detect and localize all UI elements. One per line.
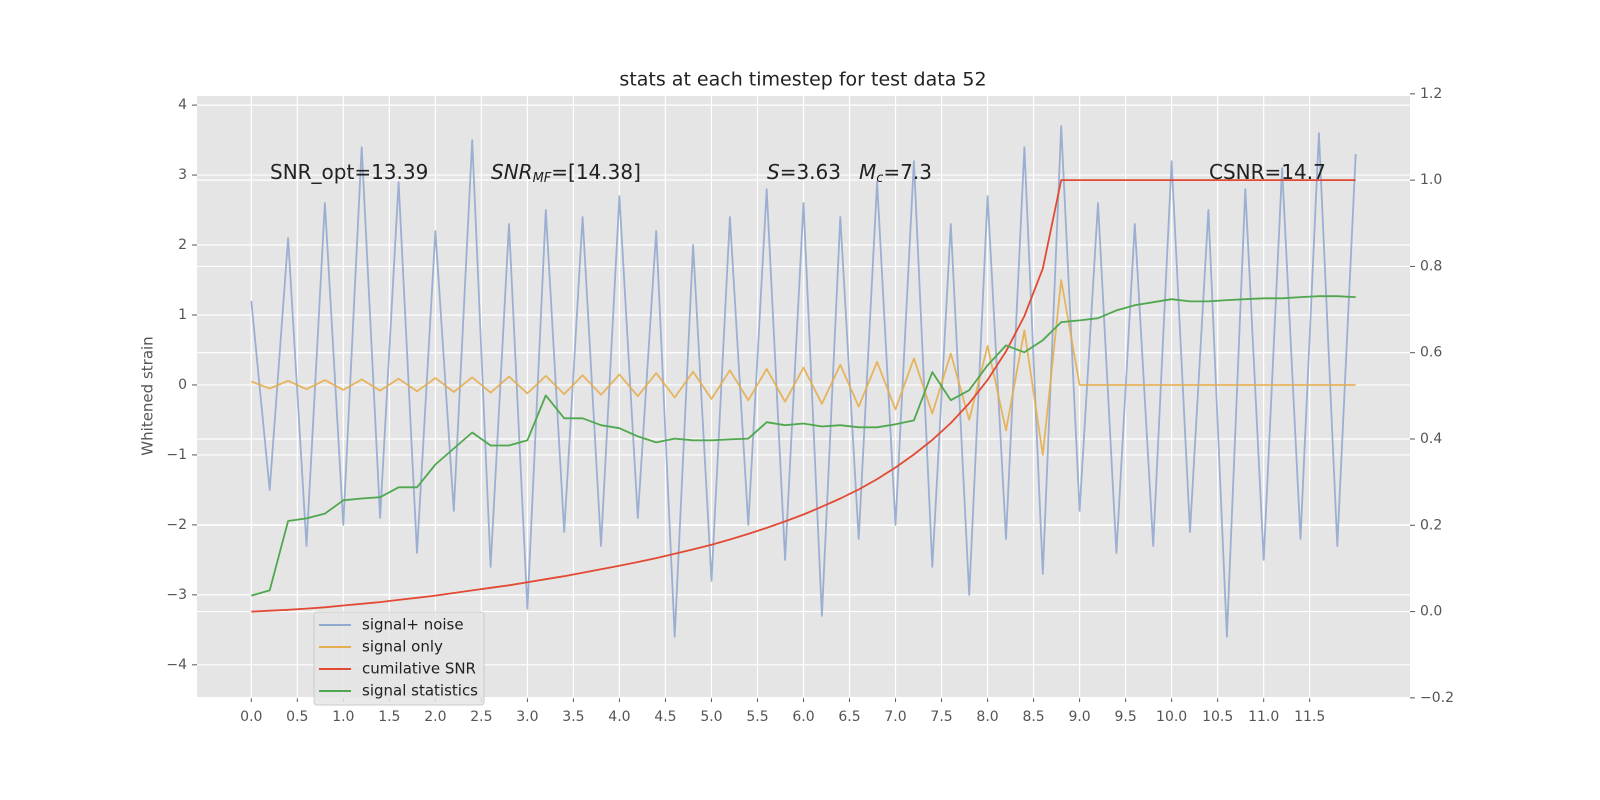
x-tick-label: 2.5 bbox=[470, 709, 492, 725]
x-tick-label: 6.5 bbox=[838, 709, 860, 725]
series-line bbox=[250, 279, 1356, 456]
annotation-sub: c bbox=[876, 171, 883, 186]
y2-tick-label: 0.4 bbox=[1420, 431, 1442, 447]
y-tick-label: −1 bbox=[166, 447, 187, 463]
y-tick-label: −3 bbox=[166, 587, 187, 603]
annotation-base: CSNR=14.7 bbox=[1209, 160, 1326, 184]
y-tick-label: −2 bbox=[166, 517, 187, 533]
x-tick-label: 7.5 bbox=[930, 709, 952, 725]
legend-label: signal+ noise bbox=[362, 616, 464, 634]
annotation-base: SNR_opt=13.39 bbox=[270, 160, 428, 184]
legend-box bbox=[313, 611, 485, 706]
annotation-base: SNR bbox=[491, 160, 533, 184]
annotation: S=3.63 bbox=[767, 160, 841, 184]
annotation-base: M bbox=[859, 160, 876, 184]
y-tick-label: 1 bbox=[178, 307, 187, 323]
x-tick-label: 1.5 bbox=[378, 709, 400, 725]
y-tick-label: 3 bbox=[178, 167, 187, 183]
x-tick-label: 0.0 bbox=[240, 709, 262, 725]
y-tick-label: 4 bbox=[178, 97, 187, 113]
x-tick-label: 4.0 bbox=[608, 709, 630, 725]
annotation-sub: MF bbox=[533, 171, 552, 186]
legend-label: signal statistics bbox=[362, 682, 478, 700]
legend-label: signal only bbox=[362, 638, 443, 656]
y-tick-label: 0 bbox=[178, 377, 187, 393]
x-tick-label: 5.5 bbox=[746, 709, 768, 725]
x-tick-label: 2.0 bbox=[424, 709, 446, 725]
annotation-base: S bbox=[767, 160, 780, 184]
y-tick-label: −4 bbox=[166, 657, 187, 673]
x-tick-label: 5.0 bbox=[700, 709, 722, 725]
x-tick-label: 4.5 bbox=[654, 709, 676, 725]
annotation-tail: =3.63 bbox=[780, 160, 841, 184]
x-tick-label: 3.5 bbox=[562, 709, 584, 725]
x-tick-label: 8.0 bbox=[976, 709, 998, 725]
annotation-tail: =[14.38] bbox=[551, 160, 641, 184]
legend-label: cumilative SNR bbox=[362, 660, 476, 678]
x-tick-label: 11.0 bbox=[1248, 709, 1279, 725]
chart-title: stats at each timestep for test data 52 bbox=[619, 69, 986, 91]
x-tick-label: 9.5 bbox=[1114, 709, 1136, 725]
x-tick-label: 8.5 bbox=[1022, 709, 1044, 725]
y2-tick-label: −0.2 bbox=[1420, 690, 1454, 706]
annotation-tail: =7.3 bbox=[883, 160, 932, 184]
y2-tick-label: 1.0 bbox=[1420, 172, 1442, 188]
x-tick-label: 10.0 bbox=[1156, 709, 1187, 725]
annotation: SNRMF=[14.38] bbox=[491, 160, 641, 186]
y2-tick-label: 1.2 bbox=[1420, 86, 1442, 102]
x-tick-label: 1.0 bbox=[332, 709, 354, 725]
x-tick-label: 7.0 bbox=[884, 709, 906, 725]
series-line bbox=[250, 125, 1357, 638]
series-line bbox=[251, 179, 1356, 613]
series-line bbox=[251, 295, 1356, 597]
x-tick-label: 0.5 bbox=[286, 709, 308, 725]
y2-tick-label: 0.0 bbox=[1420, 604, 1442, 620]
y-tick-label: 2 bbox=[178, 237, 187, 253]
x-tick-label: 6.0 bbox=[792, 709, 814, 725]
y2-tick-label: 0.2 bbox=[1420, 517, 1442, 533]
y2-tick-label: 0.8 bbox=[1420, 258, 1442, 274]
y-axis-label: Whitened strain bbox=[139, 336, 157, 455]
x-tick-label: 10.5 bbox=[1202, 709, 1233, 725]
x-tick-label: 3.0 bbox=[516, 709, 538, 725]
annotation: SNR_opt=13.39 bbox=[270, 160, 428, 184]
y2-tick-label: 0.6 bbox=[1420, 345, 1442, 361]
annotation: Mc=7.3 bbox=[859, 160, 932, 186]
annotation: CSNR=14.7 bbox=[1209, 160, 1326, 184]
x-tick-label: 9.0 bbox=[1068, 709, 1090, 725]
x-tick-label: 11.5 bbox=[1294, 709, 1325, 725]
